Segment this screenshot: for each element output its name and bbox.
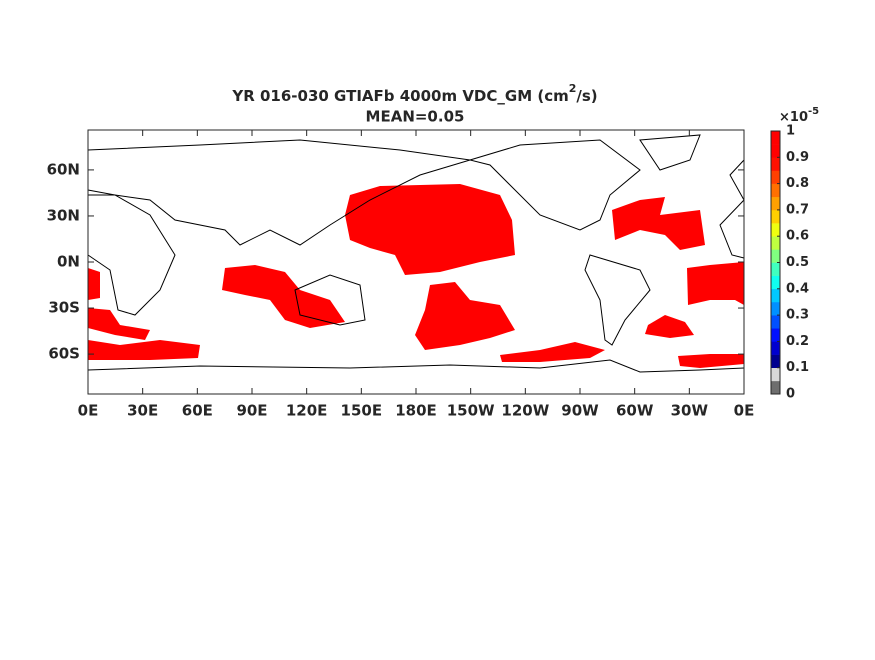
x-tick-label: 60E (182, 402, 213, 420)
y-tick-label: 30S (48, 299, 80, 317)
colorbar-swatch (771, 328, 780, 342)
colorbar-swatch (771, 301, 780, 316)
colorbar-tick-label: 0.2 (786, 334, 809, 349)
colorbar-swatch (771, 131, 780, 145)
multiplier-base: ×10 (779, 110, 808, 125)
coastline (87, 194, 176, 316)
field-region (345, 184, 515, 275)
colorbar-tick-label: 1 (786, 124, 795, 139)
coastline (87, 139, 471, 246)
colorbar-swatch (771, 236, 780, 250)
field-region (678, 354, 744, 368)
colorbar-tick-label: 0.4 (786, 281, 809, 296)
colorbar-swatch (771, 354, 780, 368)
x-tick-label: 120W (501, 402, 549, 420)
colorbar-swatch (771, 249, 780, 263)
y-tick-label: 60N (47, 160, 80, 178)
y-tick-label: 0N (57, 253, 80, 271)
title-text-end: /s) (576, 87, 597, 105)
colorbar-swatch (771, 170, 780, 184)
y-tick-label: 60S (48, 345, 80, 363)
coastline (719, 199, 745, 259)
chart-subtitle: MEAN=0.05 (366, 108, 465, 126)
colorbar-multiplier: ×10-5 (779, 106, 819, 125)
colorbar-swatch (771, 144, 780, 158)
field-region (88, 340, 200, 360)
chart-title: YR 016-030 GTIAFb 4000m VDC_GM (cm2/s) (231, 82, 597, 105)
x-tick-label: 60W (616, 402, 654, 420)
field-region (415, 282, 515, 350)
title-superscript: 2 (569, 82, 577, 95)
colorbar-swatch (771, 196, 780, 211)
x-tick-label: 0E (734, 402, 755, 420)
coastline (294, 274, 366, 326)
colorbar-swatch (771, 315, 780, 329)
x-tick-label: 90E (236, 402, 267, 420)
coastline (468, 139, 641, 231)
colorbar-swatch (771, 157, 780, 171)
title-text: YR 016-030 GTIAFb 4000m VDC_GM (cm (231, 87, 568, 105)
colorbar-tick-label: 0.6 (786, 229, 809, 244)
colorbar-swatch (771, 341, 780, 355)
field-region (88, 308, 150, 340)
colorbar-swatch (771, 223, 780, 237)
colorbar-swatch (771, 288, 780, 303)
coastline (729, 159, 745, 201)
x-tick-label: 90W (561, 402, 599, 420)
colorbar-swatch (771, 367, 780, 382)
x-tick-label: 30W (671, 402, 709, 420)
field-region (500, 342, 605, 362)
colorbar-swatch (771, 275, 780, 290)
x-tick-label: 120E (286, 402, 328, 420)
field-region (687, 262, 744, 305)
colorbar-swatch (771, 183, 780, 198)
coastline (87, 359, 745, 373)
colorbar-tick-label: 0.8 (786, 176, 809, 191)
colorbar-tick-label: 0.3 (786, 308, 809, 323)
colorbar-swatch (771, 209, 780, 224)
map-field (88, 184, 744, 368)
coastline (584, 254, 651, 346)
colorbar-tick-label: 0.1 (786, 360, 809, 375)
field-region (612, 197, 705, 250)
field-region (645, 315, 694, 338)
field-region (88, 268, 100, 300)
x-tick-label: 30E (127, 402, 158, 420)
y-tick-label: 30N (47, 206, 80, 224)
coastline (639, 134, 701, 171)
field-region (222, 265, 345, 328)
x-tick-label: 150W (447, 402, 495, 420)
colorbar-tick-label: 0 (786, 387, 795, 402)
colorbar-tick-label: 0.5 (786, 255, 809, 270)
coastlines (87, 134, 745, 373)
colorbar-tick-label: 0.9 (786, 150, 809, 165)
x-tick-label: 150E (341, 402, 383, 420)
x-tick-label: 0E (78, 402, 99, 420)
x-tick-label: 180E (395, 402, 437, 420)
multiplier-exponent: -5 (808, 106, 819, 117)
colorbar: 0 0.1 0.2 0.3 0.4 0.5 0.6 0.7 0.8 0.9 1×10-5 (770, 106, 819, 402)
colorbar-swatch (771, 262, 780, 276)
colorbar-swatch (771, 380, 780, 395)
colorbar-tick-label: 0.7 (786, 202, 809, 217)
